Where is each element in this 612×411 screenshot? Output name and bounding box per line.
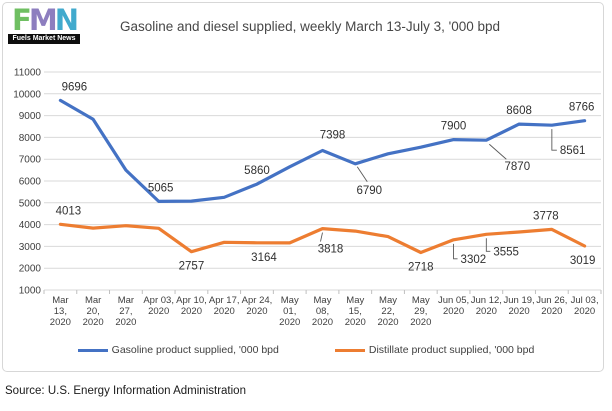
x-tick-label: May 01, 2020 [279, 295, 300, 328]
legend-label-gasoline: Gasoline product supplied, '000 bpd [111, 344, 279, 356]
distillate-data-label: 3818 [318, 244, 344, 256]
y-tick-label: 3000 [19, 242, 42, 253]
y-tick-label: 8000 [19, 133, 42, 144]
distillate-data-label: 3164 [251, 252, 277, 264]
gasoline-data-label: 5860 [244, 165, 270, 177]
gasoline-data-label: 6790 [356, 185, 382, 197]
legend: Gasoline product supplied, '000 bpd Dist… [0, 344, 612, 356]
y-tick-label: 7000 [19, 155, 42, 166]
x-tick-label: Mar 13, 2020 [50, 295, 71, 328]
gasoline-line [58, 98, 587, 203]
x-tick-label: Mar 20, 2020 [83, 295, 104, 328]
x-tick-label: Apr 17, 2020 [209, 295, 240, 317]
fmn-logo-letters: F M N [8, 3, 80, 37]
legend-entry-distillate: Distillate product supplied, '000 bpd [334, 344, 535, 356]
x-tick-label: Jun 05, 2020 [438, 295, 469, 317]
fmn-logo: F M N Fuels Market News [8, 3, 80, 44]
legend-label-distillate: Distillate product supplied, '000 bpd [368, 344, 535, 356]
gasoline-data-label: 7900 [441, 121, 467, 133]
chart-title: Gasoline and diesel supplied, weekly Mar… [119, 19, 501, 34]
gasoline-data-label: 7870 [505, 161, 531, 173]
source-note: Source: U.S. Energy Information Administ… [5, 385, 246, 397]
x-tick-label: Jul 03, 2020 [571, 295, 599, 317]
distillate-data-label: 2718 [408, 262, 434, 274]
gasoline-data-label: 5065 [148, 182, 174, 194]
distillate-data-label: 3555 [493, 246, 519, 258]
y-tick-label: 6000 [19, 177, 42, 188]
y-tick-label: 4000 [19, 220, 42, 231]
data-label-leader [320, 232, 323, 242]
y-tick-label: 2000 [19, 264, 42, 275]
logo-letter-f: F [12, 3, 32, 37]
logo-tagline: Fuels Market News [8, 34, 80, 44]
data-label-leader [551, 129, 557, 151]
x-tick-label: Jun 19, 2020 [504, 295, 535, 317]
gasoline-data-label: 8561 [560, 145, 586, 157]
distillate-data-label: 2757 [179, 261, 205, 273]
logo-letter-m: M [28, 3, 58, 37]
y-tick-label: 9000 [19, 111, 42, 122]
data-label-leader [489, 143, 507, 160]
x-tick-label: Apr 03, 2020 [143, 295, 174, 317]
chart-frame [2, 2, 604, 372]
y-tick-label: 11000 [14, 68, 42, 79]
y-tick-label: 10000 [13, 89, 41, 100]
distillate-data-label: 3302 [461, 254, 487, 266]
distillate-line [58, 222, 587, 255]
x-tick-label: May 22, 2020 [377, 295, 398, 328]
distillate-data-label: 3778 [533, 210, 559, 222]
x-tick-label: Apr 10, 2020 [176, 295, 207, 317]
x-tick-label: Apr 24, 2020 [242, 295, 273, 317]
x-tick-label: Jun 26, 2020 [536, 295, 567, 317]
distillate-line-swatch [334, 348, 365, 352]
gasoline-data-label: 8608 [506, 105, 532, 117]
gasoline-data-label: 7398 [320, 130, 346, 142]
y-tick-label: 5000 [19, 198, 42, 209]
gasoline-data-label: 9696 [62, 81, 88, 93]
x-tick-label: May 29, 2020 [410, 295, 431, 328]
data-label-leader [453, 243, 458, 260]
data-label-leader [356, 166, 368, 183]
legend-entry-gasoline: Gasoline product supplied, '000 bpd [77, 344, 279, 356]
gasoline-data-label: 8766 [569, 102, 595, 114]
x-tick-label: Jun 12, 2020 [471, 295, 502, 317]
x-tick-label: May 08, 2020 [312, 295, 333, 328]
logo-letter-n: N [54, 3, 79, 37]
data-label-leader [485, 238, 491, 252]
y-tick-label: 1000 [19, 286, 42, 297]
distillate-data-label: 4013 [56, 205, 82, 217]
x-tick-label: May 15, 2020 [345, 295, 366, 328]
distillate-data-label: 3019 [570, 255, 596, 267]
gasoline-line-swatch [77, 348, 108, 352]
x-tick-label: Mar 27, 2020 [115, 295, 136, 328]
